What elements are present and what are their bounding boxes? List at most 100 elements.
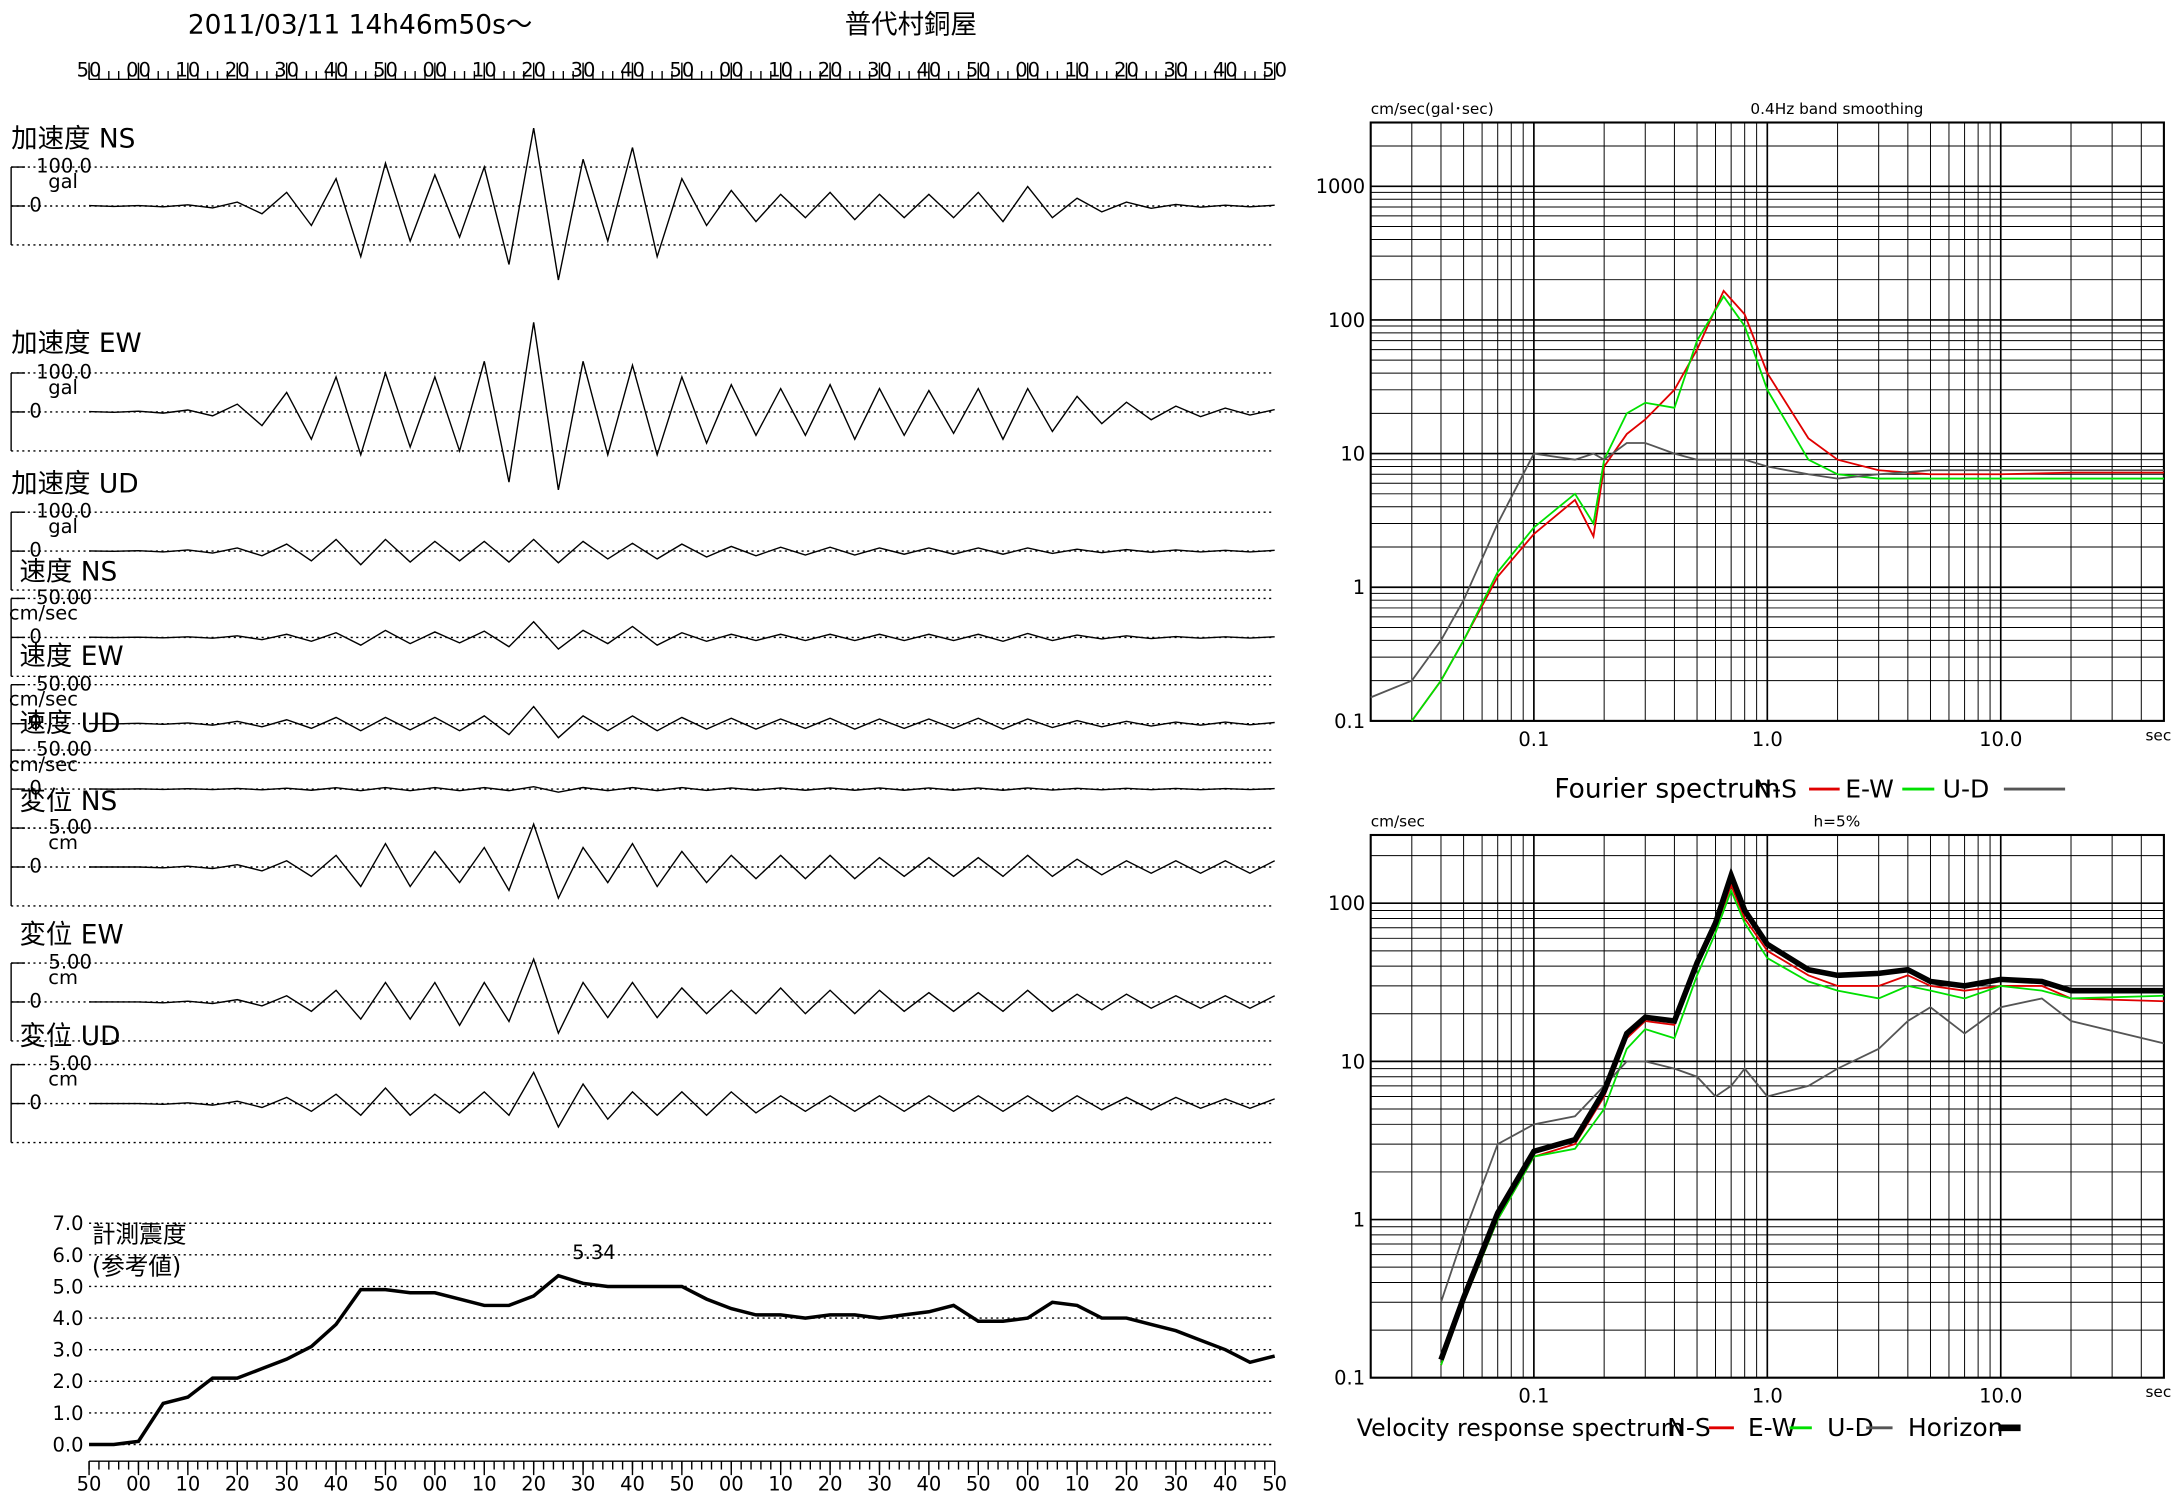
- panel-title: 加速度 UD: [11, 469, 138, 500]
- y-tick-label: 100.0: [36, 361, 92, 384]
- unit-label: cm/sec: [9, 601, 78, 624]
- intensity-line: [89, 1273, 1276, 1447]
- series-line: [1440, 888, 2164, 1366]
- x-tick-label: 1.0: [1752, 1385, 1783, 1408]
- x-tick-label: 00: [422, 59, 447, 82]
- unit-label: gal: [48, 376, 78, 399]
- x-tick-label: 10: [1065, 1472, 1090, 1495]
- x-tick-label: 50: [373, 1472, 398, 1495]
- series-line: [1411, 294, 2164, 722]
- series-line: [1440, 882, 2164, 1366]
- x-tick-label: 20: [225, 59, 250, 82]
- y-tick-label: 1: [1353, 1209, 1365, 1232]
- x-tick-label: 30: [274, 1472, 299, 1495]
- unit-label: gal: [48, 170, 78, 193]
- x-tick-label: 10.0: [1979, 728, 2022, 751]
- y-tick-label: 0: [29, 194, 41, 217]
- legend-label: Horizon: [1908, 1413, 2004, 1442]
- x-tick-label: 1.0: [1752, 728, 1783, 751]
- x-tick-label: 00: [1015, 1472, 1040, 1495]
- y-tick-label: 100: [1328, 892, 1365, 915]
- x-tick-label: 20: [521, 59, 546, 82]
- y-axis-label: cm/sec: [1371, 813, 1425, 831]
- unit-label: gal: [48, 515, 78, 538]
- waveform: [89, 620, 1275, 651]
- x-tick-label: 30: [867, 59, 892, 82]
- panel-title: 変位 NS: [19, 786, 117, 817]
- y-tick-label: 1000: [1316, 175, 1366, 198]
- x-tick-label: 20: [225, 1472, 250, 1495]
- unit-label: cm: [48, 1067, 78, 1090]
- x-tick-label: 50: [966, 59, 991, 82]
- x-tick-label: 10: [768, 1472, 793, 1495]
- x-tick-label: 10: [175, 1472, 200, 1495]
- x-tick-label: 40: [1213, 59, 1238, 82]
- x-tick-label: 40: [324, 59, 349, 82]
- y-tick-label: 5.00: [48, 1052, 91, 1075]
- x-tick-label: 10: [768, 59, 793, 82]
- panel-title: 変位 UD: [19, 1021, 120, 1052]
- x-tick-label: 30: [274, 59, 299, 82]
- x-axis-label: sec: [2145, 726, 2171, 744]
- y-axis-label: cm/sec(gal･sec): [1371, 100, 1494, 118]
- title: 2011/03/11 14h46m50s～: [188, 9, 532, 40]
- x-tick-label: 30: [1163, 1472, 1188, 1495]
- y-tick-label: 100: [1328, 309, 1365, 332]
- y-tick-label: 5.00: [48, 816, 91, 839]
- y-tick-label: 0: [29, 539, 41, 562]
- x-tick-label: 20: [818, 1472, 843, 1495]
- y-tick-label: 7.0: [53, 1212, 84, 1235]
- unit-label: cm/sec: [9, 753, 78, 776]
- panel-title: 速度 EW: [19, 641, 123, 672]
- x-tick-label: 00: [719, 59, 744, 82]
- x-tick-label: 30: [571, 59, 596, 82]
- y-tick-label: 50.00: [36, 672, 92, 695]
- chart-title: 計測震度: [92, 1221, 187, 1249]
- x-tick-label: 20: [818, 59, 843, 82]
- x-tick-label: 40: [620, 59, 645, 82]
- y-tick-label: 0: [29, 855, 41, 878]
- unit-label: cm: [48, 831, 78, 854]
- y-tick-label: 0.1: [1334, 1367, 1365, 1390]
- panel-title: 速度 UD: [19, 708, 120, 739]
- waveform: [89, 705, 1275, 739]
- chart-subtitle: (参考値): [92, 1253, 181, 1281]
- panel-title: 加速度 NS: [11, 124, 135, 155]
- legend-label: U-D: [1827, 1413, 1874, 1442]
- y-tick-label: 1.0: [53, 1402, 84, 1425]
- unit-label: cm/sec: [9, 688, 78, 711]
- x-tick-label: 40: [1213, 1472, 1238, 1495]
- panel-title: 加速度 EW: [11, 328, 142, 359]
- x-tick-label: 00: [422, 1472, 447, 1495]
- legend-label: N-S: [1753, 774, 1797, 803]
- x-tick-label: 10: [175, 59, 200, 82]
- chart-title: h=5%: [1813, 813, 1860, 831]
- x-tick-label: 00: [126, 1472, 151, 1495]
- x-axis-label: sec: [2145, 1383, 2171, 1401]
- panel-title: 変位 EW: [19, 920, 123, 951]
- x-tick-label: 50: [373, 59, 398, 82]
- series-line: [1411, 289, 2164, 722]
- x-tick-label: 40: [916, 59, 941, 82]
- x-tick-label: 40: [620, 1472, 645, 1495]
- x-tick-label: 10: [472, 59, 497, 82]
- y-tick-label: 50.00: [36, 586, 92, 609]
- waveform: [89, 786, 1275, 793]
- x-tick-label: 20: [1114, 59, 1139, 82]
- series-line: [1440, 997, 2165, 1303]
- x-tick-label: 10.0: [1979, 1385, 2022, 1408]
- y-tick-label: 4.0: [53, 1307, 84, 1330]
- y-tick-label: 0.0: [53, 1433, 84, 1456]
- waveform: [89, 1070, 1275, 1129]
- x-tick-label: 50: [77, 59, 102, 82]
- waveform: [89, 822, 1276, 901]
- legend-label: N-S: [1667, 1413, 1711, 1442]
- y-tick-label: 100.0: [36, 500, 92, 523]
- y-tick-label: 10: [1340, 1050, 1365, 1073]
- y-tick-label: 0: [29, 711, 41, 734]
- y-tick-label: 5.00: [48, 951, 91, 974]
- x-tick-label: 20: [1114, 1472, 1139, 1495]
- x-tick-label: 00: [1015, 59, 1040, 82]
